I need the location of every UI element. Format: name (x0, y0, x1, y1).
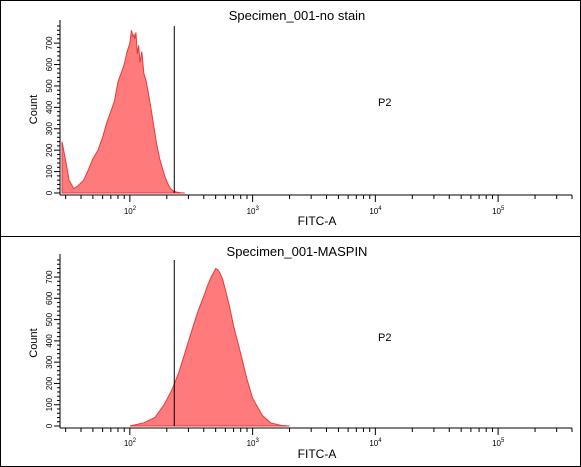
chart-title: Specimen_001-no stain (229, 8, 366, 23)
histogram-area (129, 267, 290, 427)
x-tick-label: 103 (247, 206, 260, 216)
x-axis-label: FITC-A (298, 214, 337, 228)
chart-title: Specimen_001-MASPIN (227, 244, 368, 259)
x-tick-label: 104 (369, 438, 382, 448)
histogram-no-stain: Specimen_001-no stain P2 102 103 104 105 FITC-… (28, 8, 573, 228)
y-tick-label: 400 (45, 100, 54, 114)
gate-label: P2 (378, 97, 391, 109)
y-tick-label: 600 (45, 57, 54, 71)
y-tick-label: 200 (45, 376, 54, 390)
y-tick-label: 100 (45, 397, 54, 411)
x-tick-label: 102 (124, 438, 137, 448)
x-tick-label: 105 (492, 206, 505, 216)
y-tick-label: 400 (45, 334, 54, 348)
y-tick-label: 300 (45, 122, 54, 136)
y-tick-label: 0 (45, 423, 54, 428)
x-axis-label: FITC-A (298, 447, 337, 461)
y-tick-label: 200 (45, 143, 54, 157)
y-tick-label: 700 (45, 270, 54, 284)
histogram-maspin: Specimen_001-MASPIN P2 102 103 104 105 FITC-A 0… (28, 244, 573, 461)
y-tick-label: 100 (45, 164, 54, 178)
y-tick-label: 700 (45, 36, 54, 50)
y-tick-label: 300 (45, 355, 54, 369)
y-tick-label: 0 (45, 190, 54, 195)
y-axis-label: Count (28, 328, 40, 357)
x-tick-label: 103 (247, 438, 260, 448)
x-tick-label: 104 (369, 206, 382, 216)
y-tick-label: 500 (45, 79, 54, 93)
x-tick-label: 102 (124, 206, 137, 216)
y-tick-label: 600 (45, 291, 54, 305)
gate-label: P2 (378, 332, 391, 344)
y-axis-label: Count (28, 95, 40, 124)
x-tick-label: 105 (492, 438, 505, 448)
y-tick-label: 500 (45, 312, 54, 326)
histogram-area (61, 30, 185, 194)
